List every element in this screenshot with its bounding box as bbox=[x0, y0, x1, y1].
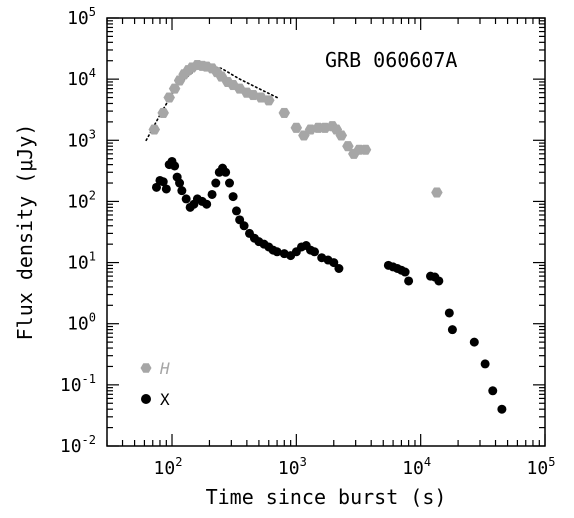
x-data-point bbox=[329, 258, 339, 268]
legend-label-h: H bbox=[159, 359, 170, 378]
x-data-point bbox=[231, 206, 241, 216]
x-data-point bbox=[228, 192, 238, 202]
x-data-point bbox=[334, 263, 344, 273]
x-tick-label: 104 bbox=[402, 455, 431, 479]
h-data-point bbox=[157, 107, 169, 118]
plot-frame bbox=[106, 17, 546, 447]
x-data-point bbox=[177, 186, 187, 196]
x-data-point bbox=[151, 182, 161, 192]
y-tick-label: 105 bbox=[67, 5, 96, 29]
x-tick-label: 102 bbox=[154, 455, 183, 479]
x-data-point bbox=[224, 178, 234, 188]
y-tick-label: 100 bbox=[67, 311, 96, 335]
h-data-point bbox=[148, 124, 161, 135]
y-tick-label: 10-2 bbox=[60, 433, 96, 457]
y-tick-label: 10-1 bbox=[60, 372, 96, 396]
legend-label-x: X bbox=[160, 390, 170, 409]
x-tick-label: 103 bbox=[278, 455, 307, 479]
h-data-point bbox=[163, 92, 175, 103]
data-marks-group bbox=[148, 60, 507, 414]
x-data-point bbox=[175, 178, 185, 188]
fit-line bbox=[145, 64, 278, 142]
x-data-point bbox=[272, 247, 282, 257]
chart-annotation: GRB 060607A bbox=[325, 48, 457, 72]
h-data-point bbox=[263, 95, 275, 106]
y-tick-label: 103 bbox=[67, 127, 96, 151]
x-data-point bbox=[434, 276, 444, 286]
x-data-point bbox=[444, 308, 454, 318]
x-data-point bbox=[221, 167, 231, 177]
h-data-point bbox=[335, 130, 348, 141]
x-data-point bbox=[170, 161, 180, 171]
x-data-point bbox=[211, 178, 221, 188]
h-data-point bbox=[278, 107, 291, 118]
x-data-point bbox=[447, 325, 457, 335]
x-data-point bbox=[488, 386, 498, 396]
y-tick-label: 101 bbox=[67, 250, 96, 274]
x-data-point bbox=[202, 199, 212, 209]
x-data-point bbox=[400, 267, 410, 277]
h-data-point bbox=[431, 187, 443, 198]
x-tick-label: 105 bbox=[527, 455, 556, 479]
x-axis-title: Time since burst (s) bbox=[206, 485, 447, 509]
legend-marker-x bbox=[141, 394, 151, 404]
fit-line-group bbox=[145, 64, 278, 142]
x-data-point bbox=[469, 337, 479, 347]
x-data-point bbox=[207, 189, 217, 199]
x-data-point bbox=[310, 247, 320, 257]
ticks-group bbox=[106, 17, 546, 447]
x-data-point bbox=[181, 194, 191, 204]
y-axis-title: Flux density (μJy) bbox=[13, 124, 37, 341]
x-data-point bbox=[158, 177, 168, 187]
x-data-point bbox=[239, 221, 249, 231]
h-data-point bbox=[359, 144, 372, 155]
x-data-point bbox=[480, 359, 490, 369]
y-tick-label: 104 bbox=[67, 66, 96, 90]
x-data-point bbox=[404, 276, 414, 286]
x-data-point bbox=[497, 404, 507, 414]
h-data-point bbox=[290, 122, 303, 133]
tick-labels-group: 102 103 104 105 10-2 10-1 100 101 102 103 104 105 bbox=[60, 5, 556, 479]
x-data-point bbox=[161, 184, 171, 194]
y-tick-label: 102 bbox=[67, 188, 96, 212]
legend: H X bbox=[140, 359, 170, 409]
legend-marker-h bbox=[140, 363, 152, 373]
